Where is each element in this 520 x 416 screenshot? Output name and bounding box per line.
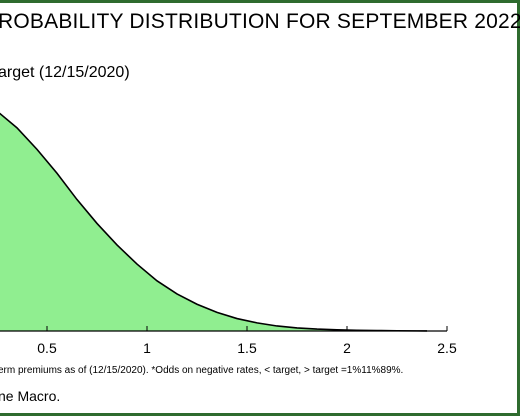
x-tick-label: 1 [143, 340, 151, 356]
chart-title: ROBABILITY DISTRIBUTION FOR SEPTEMBER 20… [0, 10, 520, 34]
distribution-curve [0, 112, 428, 332]
x-tick-label: 1.5 [237, 340, 257, 356]
source-note: ne Macro. [0, 388, 61, 404]
plot-layer: 0.5 1 1.5 2 2.5 [0, 112, 457, 356]
x-tick-label: 2.5 [437, 340, 457, 356]
chart-title-text: ROBABILITY DISTRIBUTION FOR SEPTEMBER 20… [0, 10, 520, 33]
x-tick-label: 2 [343, 340, 351, 356]
chart-subtitle: arget (12/15/2020) [0, 64, 130, 81]
footnote: erm premiums as of (12/15/2020). *Odds o… [0, 365, 404, 376]
distribution-area [0, 113, 427, 331]
x-tick-label: 0.5 [37, 340, 57, 356]
